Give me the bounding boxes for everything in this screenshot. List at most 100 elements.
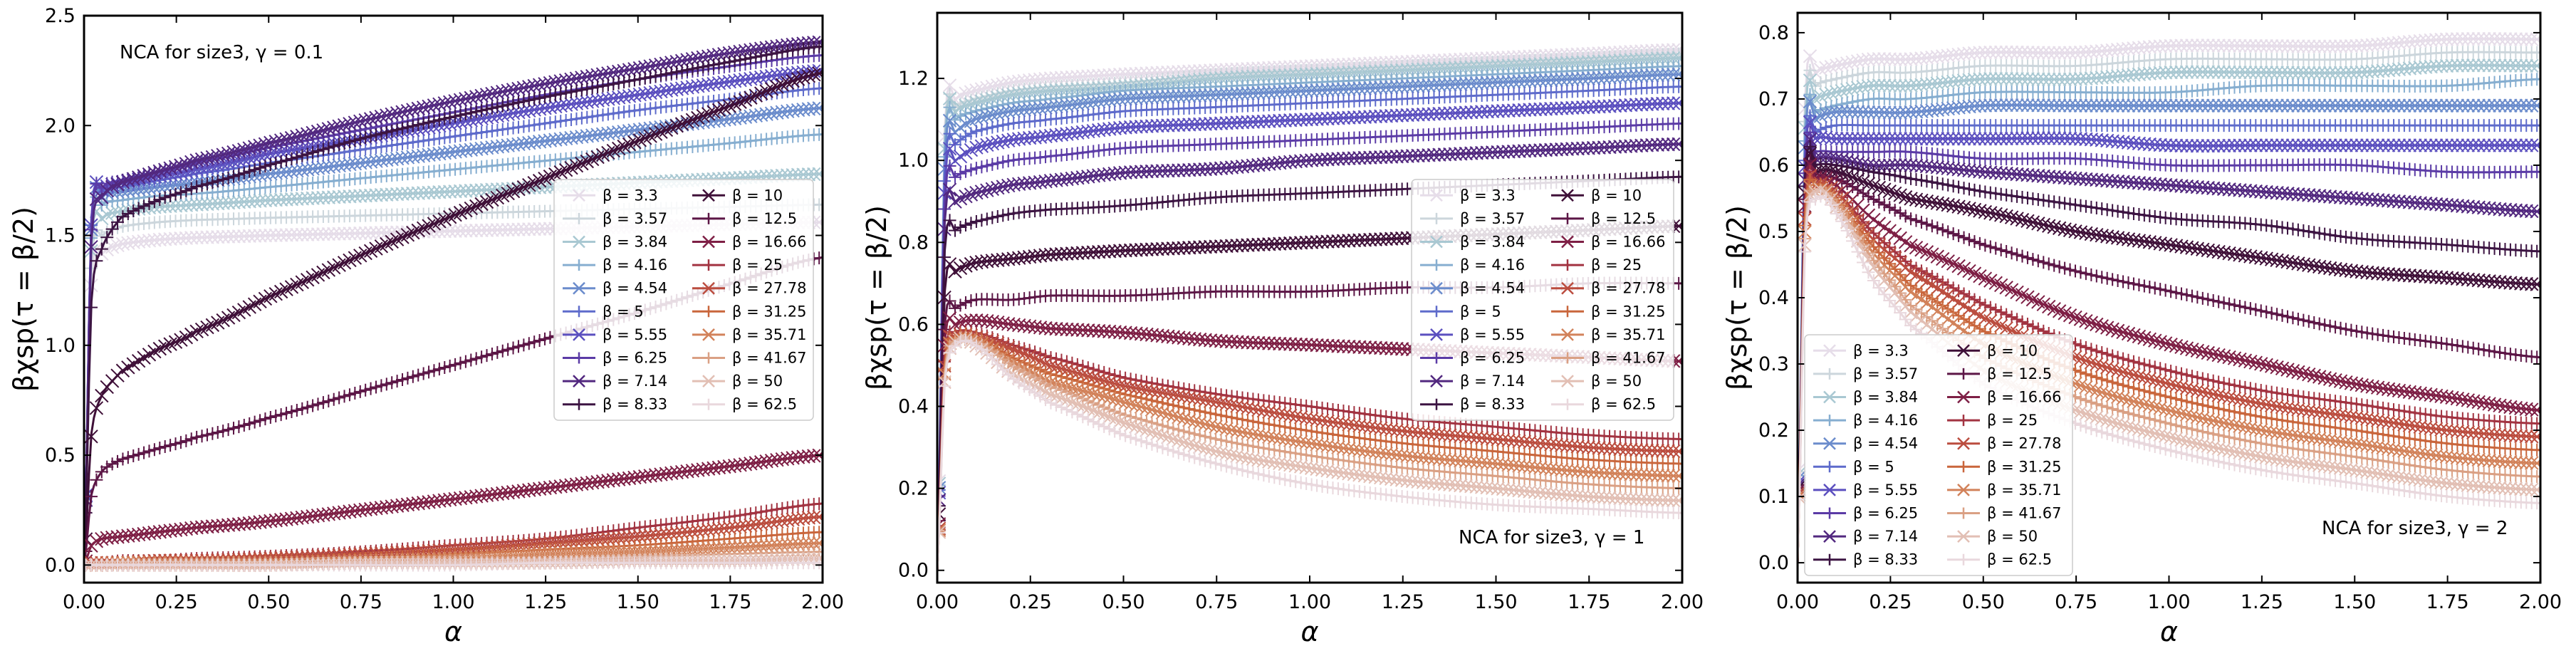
legend-entry: β = 8.33 (563, 396, 667, 413)
legend-entry: β = 31.25 (692, 303, 806, 320)
legend-entry: β = 41.67 (1551, 350, 1665, 367)
legend-marker (1823, 437, 1836, 450)
legend-entry: β = 27.78 (1947, 435, 2061, 452)
x-tick-label: 1.50 (2333, 591, 2376, 613)
legend-marker (1430, 281, 1443, 295)
legend-marker (1561, 375, 1574, 387)
legend-entry: β = 3.84 (1420, 234, 1525, 251)
legend-entry: β = 5 (1420, 303, 1501, 320)
legend-marker (573, 375, 585, 387)
x-tick-label: 1.25 (2241, 591, 2283, 613)
legend-label: β = 12.5 (1987, 365, 2052, 382)
legend-marker (703, 306, 714, 318)
legend-marker (573, 259, 585, 271)
legend-marker (1823, 344, 1836, 358)
y-tick-label: 0.0 (898, 560, 929, 582)
legend-label: β = 50 (1591, 373, 1642, 390)
legend-entry: β = 31.25 (1551, 303, 1665, 320)
legend-entry: β = 3.57 (1420, 210, 1525, 227)
x-tick-label: 1.50 (617, 591, 659, 613)
legend-label: β = 10 (732, 187, 783, 204)
legend-label: β = 5.55 (1460, 326, 1525, 343)
x-tick-label: 0.50 (1102, 591, 1144, 613)
x-tick-label: 1.75 (709, 591, 751, 613)
legend-label: β = 62.5 (1987, 551, 2052, 568)
legend-marker (1957, 344, 1970, 358)
series-20 (937, 334, 1682, 571)
legend-entry: β = 16.66 (692, 234, 806, 251)
legend-entry: β = 7.14 (1813, 528, 1918, 545)
legend-marker (1562, 352, 1573, 364)
series-13 (1798, 157, 2540, 563)
legend-marker (1957, 390, 1970, 404)
legend-label: β = 27.78 (732, 280, 806, 297)
series-7 (937, 96, 1682, 571)
legend-marker (573, 398, 585, 410)
legend-marker (1824, 368, 1835, 380)
y-tick-label: 1.5 (45, 225, 75, 247)
series-markers (84, 40, 823, 519)
legend-marker (1430, 375, 1443, 387)
legend-label: β = 27.78 (1987, 435, 2061, 452)
legend-label: β = 3.3 (1853, 342, 1909, 359)
y-axis-label: βχsp(τ = β/2) (861, 205, 892, 390)
legend-marker (702, 189, 715, 202)
legend-entry: β = 5.55 (1813, 481, 1918, 499)
legend-marker (1958, 553, 1969, 566)
legend-label: β = 50 (732, 373, 783, 390)
legend-marker (1958, 415, 1969, 427)
legend-marker (703, 398, 714, 410)
legend-label: β = 5 (1853, 458, 1894, 475)
x-tick-label: 2.00 (2519, 591, 2562, 613)
legend-entry: β = 7.14 (563, 373, 667, 390)
legend-entry: β = 3.3 (1813, 342, 1909, 359)
legend-label: β = 8.33 (603, 396, 667, 413)
y-tick-label: 1.2 (898, 68, 929, 90)
legend-entry: β = 10 (1551, 187, 1642, 204)
y-tick-label: 0.3 (1758, 353, 1789, 375)
legend-entry: β = 6.25 (563, 350, 667, 367)
legend-marker (1562, 306, 1573, 318)
series-10 (84, 40, 823, 566)
legend-label: β = 4.54 (1460, 280, 1525, 297)
legend-label: β = 6.25 (1853, 505, 1918, 522)
x-tick-label: 0.00 (1776, 591, 1819, 613)
legend-label: β = 50 (1987, 528, 2038, 545)
legend-entry: β = 62.5 (1551, 396, 1656, 413)
legend-marker (573, 235, 585, 249)
legend-entry: β = 6.25 (1813, 505, 1918, 522)
legend-label: β = 8.33 (1853, 551, 1918, 568)
legend-entry: β = 3.57 (563, 210, 667, 227)
legend-marker (1824, 553, 1835, 566)
legend-label: β = 4.54 (1853, 435, 1918, 452)
legend-label: β = 25 (1591, 256, 1642, 274)
legend-marker (573, 328, 585, 341)
legend-label: β = 62.5 (732, 396, 797, 413)
legend-label: β = 31.25 (1987, 458, 2061, 475)
legend-label: β = 31.25 (1591, 303, 1665, 320)
legend-entry: β = 35.71 (692, 326, 806, 343)
legend-marker (1561, 235, 1574, 249)
legend-marker (702, 235, 715, 249)
chart-annotation: NCA for size3, γ = 2 (2322, 518, 2508, 539)
x-tick-label: 0.00 (916, 591, 959, 613)
legend-entry: β = 35.71 (1551, 326, 1665, 343)
series-9 (1798, 132, 2540, 563)
y-axis-label: βχsp(τ = β/2) (1721, 205, 1753, 390)
legend-entry: β = 8.33 (1420, 396, 1525, 413)
legend-marker (1957, 530, 1970, 543)
legend-label: β = 25 (732, 256, 783, 274)
legend-label: β = 10 (1987, 342, 2038, 359)
legend-label: β = 35.71 (732, 326, 806, 343)
series-5 (1798, 94, 2540, 563)
y-tick-label: 0.0 (1758, 552, 1789, 574)
legend-label: β = 27.78 (1591, 280, 1665, 297)
legend-entry: β = 4.54 (563, 280, 667, 297)
y-tick-label: 0.4 (1758, 287, 1789, 309)
x-tick-label: 1.00 (1288, 591, 1331, 613)
legend-marker (1824, 507, 1835, 519)
y-tick-label: 0.1 (1758, 486, 1789, 508)
x-tick-label: 0.75 (340, 591, 382, 613)
legend-label: β = 62.5 (1591, 396, 1656, 413)
legend-entry: β = 27.78 (1551, 280, 1665, 297)
